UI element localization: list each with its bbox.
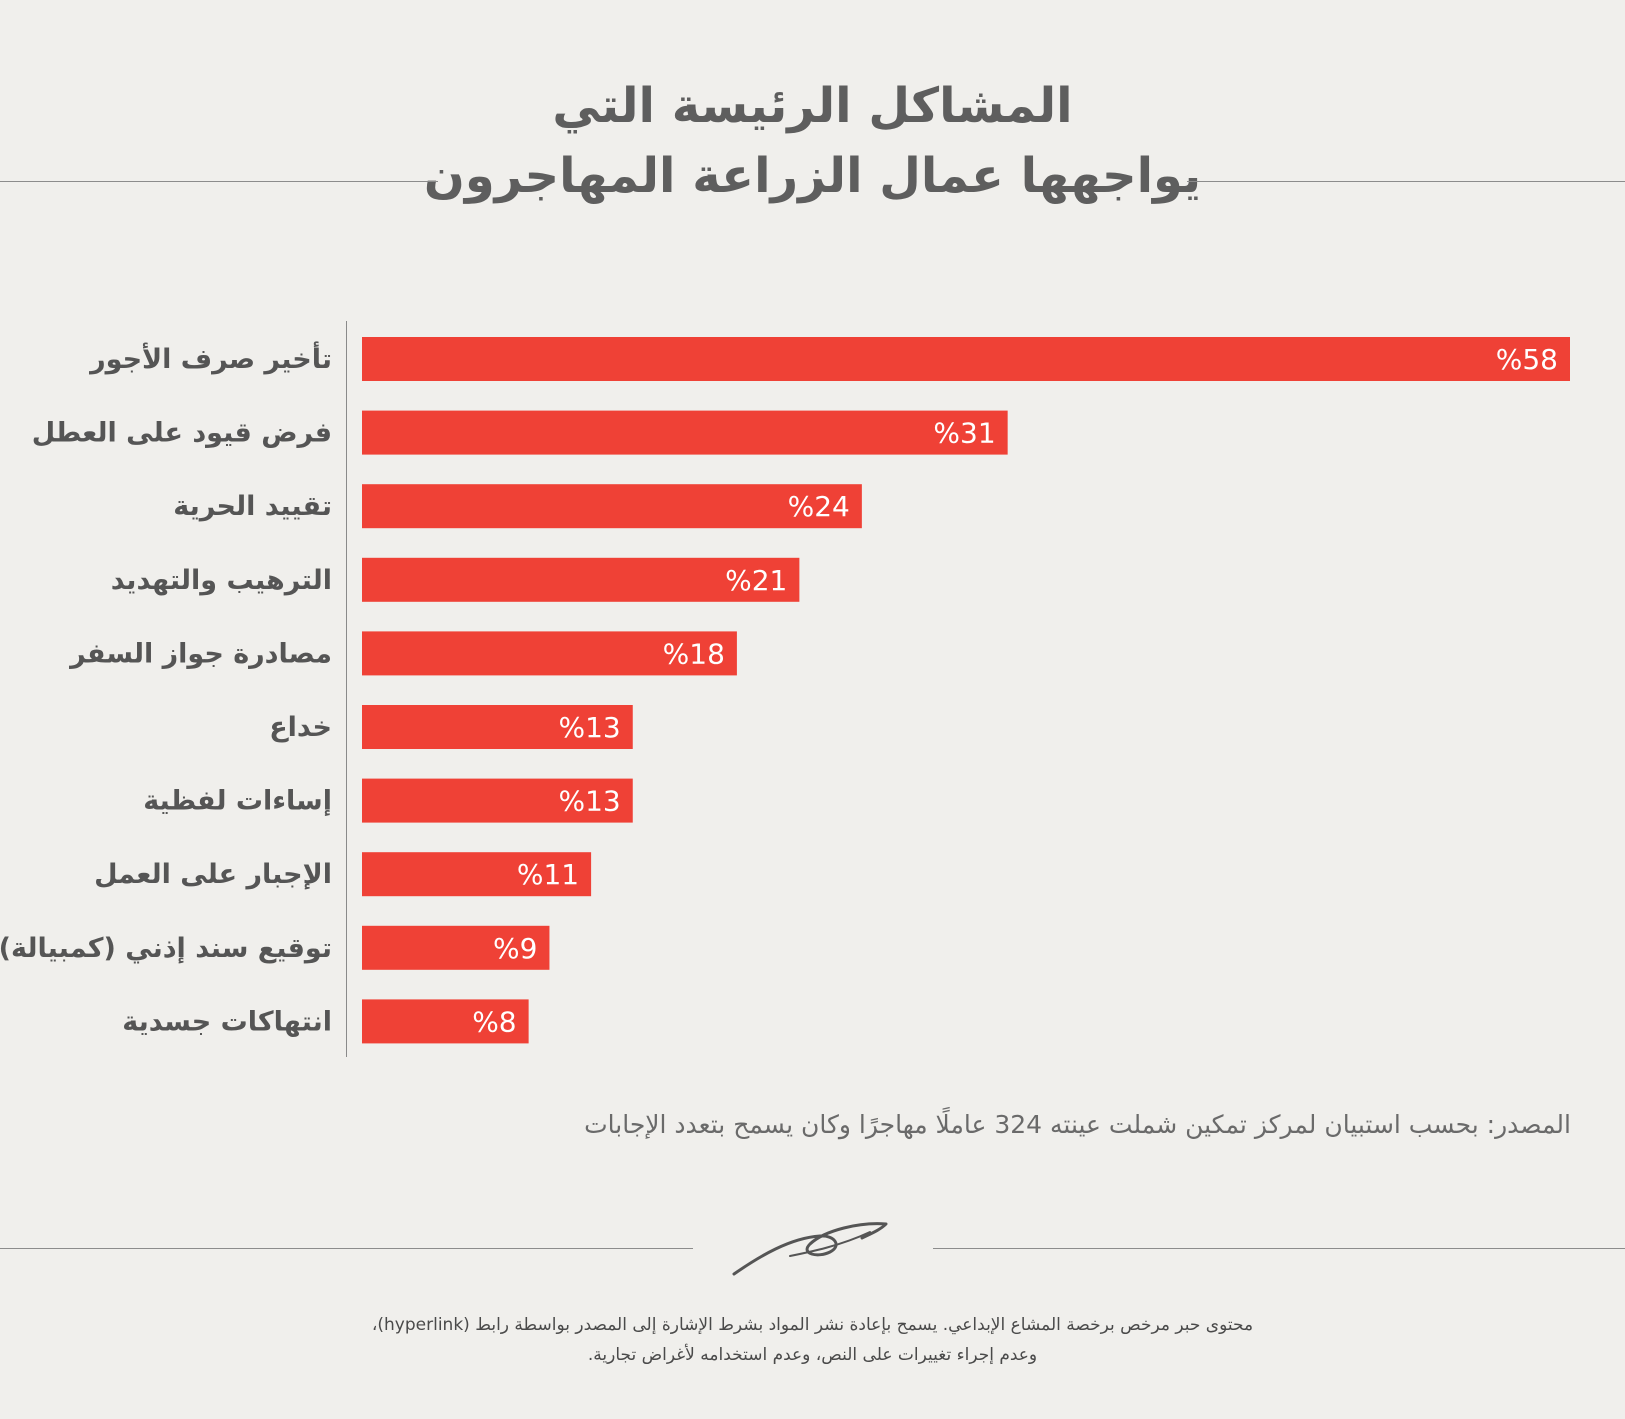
bar-value-label-1: %58 bbox=[1496, 343, 1558, 376]
category-label-10: انتهاكات جسدية bbox=[122, 1006, 332, 1037]
bar-value-label-9: %9 bbox=[493, 932, 537, 965]
bar-8 bbox=[362, 852, 592, 897]
bar-7 bbox=[362, 778, 633, 823]
footer-divider-left bbox=[0, 1248, 693, 1249]
category-label-3: تقييد الحرية bbox=[173, 491, 332, 522]
chart-title-line-2: يواجهها عمال الزراعة المهاجرون bbox=[423, 148, 1202, 204]
bar-value-label-5: %18 bbox=[663, 637, 725, 670]
bar-5 bbox=[362, 631, 737, 676]
chart-title-line-1: المشاكل الرئيسة التي bbox=[552, 78, 1073, 134]
bar-value-label-8: %11 bbox=[517, 858, 579, 891]
license-text-line-2: وعدم إجراء تغييرات على النص، وعدم استخدا… bbox=[587, 1345, 1038, 1365]
source-note: المصدر: بحسب استبيان لمركز تمكين شملت عي… bbox=[584, 1110, 1571, 1139]
category-label-5: مصادرة جواز السفر bbox=[68, 638, 332, 669]
bar-10 bbox=[362, 999, 529, 1044]
category-label-8: الإجبار على العمل bbox=[94, 859, 332, 890]
license-text-line-1: محتوى حبر مرخص برخصة المشاع الإبداعي. يس… bbox=[371, 1315, 1254, 1335]
category-label-1: تأخير صرف الأجور bbox=[88, 341, 332, 375]
category-label-6: خداع bbox=[269, 712, 332, 743]
category-label-4: الترهيب والتهديد bbox=[111, 565, 332, 596]
bar-3 bbox=[362, 484, 862, 529]
title-divider-right bbox=[1187, 181, 1625, 182]
hibr-logo bbox=[732, 1222, 888, 1276]
title-divider-left bbox=[0, 181, 438, 182]
footer-divider-right bbox=[933, 1248, 1625, 1249]
bar-value-label-2: %31 bbox=[933, 417, 995, 450]
bar-value-label-4: %21 bbox=[725, 564, 787, 597]
bar-6 bbox=[362, 705, 633, 749]
bar-1 bbox=[362, 337, 1570, 381]
bar-value-label-10: %8 bbox=[472, 1005, 516, 1038]
bar-9 bbox=[362, 925, 550, 970]
bar-value-label-7: %13 bbox=[559, 785, 621, 818]
bar-4 bbox=[362, 557, 800, 602]
bar-value-label-6: %13 bbox=[559, 711, 621, 744]
bar-value-label-3: %24 bbox=[788, 490, 850, 523]
bar-2 bbox=[362, 410, 1008, 455]
category-label-9: توقيع سند إذني (كمبيالة) bbox=[0, 933, 332, 964]
category-label-7: إساءات لفظية bbox=[143, 786, 332, 817]
category-label-2: فرض قيود على العطل bbox=[32, 418, 332, 449]
chart-axis-line bbox=[346, 321, 347, 1057]
